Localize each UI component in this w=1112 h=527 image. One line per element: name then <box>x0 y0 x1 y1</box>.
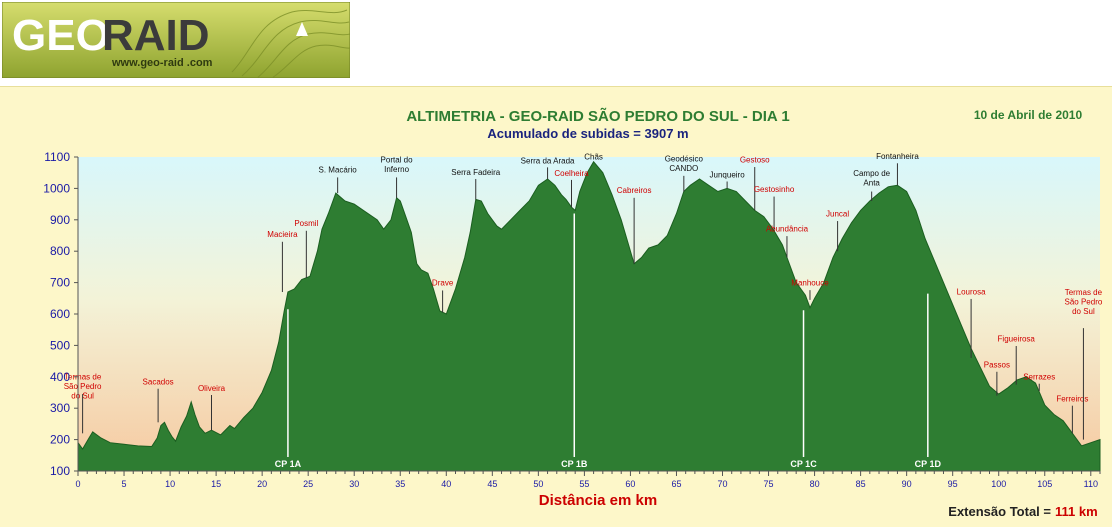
waypoint-label: Chãs <box>584 153 603 162</box>
x-tick-label: 25 <box>303 479 313 489</box>
waypoint-label: Posmil <box>294 219 318 228</box>
y-tick-label: 100 <box>50 464 70 478</box>
checkpoint-label: CP 1A <box>275 459 302 469</box>
x-tick-label: 85 <box>856 479 866 489</box>
waypoint-label: Serra da Arada <box>521 156 575 165</box>
checkpoint-label: CP 1C <box>790 459 817 469</box>
x-tick-label: 75 <box>764 479 774 489</box>
waypoint-label: Campo de Anta <box>853 169 890 188</box>
waypoint-label: Serra Fadeira <box>451 168 500 177</box>
waypoint-label: Oliveira <box>198 384 226 393</box>
peak-icon <box>296 22 308 36</box>
y-tick-label: 300 <box>50 401 70 415</box>
waypoint-label: Passos <box>984 360 1010 369</box>
x-tick-label: 95 <box>948 479 958 489</box>
waypoint-label: Abundância <box>766 225 809 234</box>
waypoint-label: Coelheira <box>554 169 589 178</box>
waypoint-label: Lourosa <box>957 288 986 297</box>
checkpoint-label: CP 1D <box>915 459 942 469</box>
waypoint-label: Portal do Inferno <box>381 156 414 175</box>
waypoint-label: Junqueiro <box>710 170 746 179</box>
x-tick-label: 80 <box>810 479 820 489</box>
y-tick-label: 200 <box>50 433 70 447</box>
y-tick-label: 1100 <box>44 150 70 164</box>
checkpoint-label: CP 1B <box>561 459 588 469</box>
x-tick-label: 20 <box>257 479 267 489</box>
x-tick-label: 35 <box>395 479 405 489</box>
waypoint-label: Gestosinho <box>754 185 795 194</box>
chart-title: ALTIMETRIA - GEO-RAID SÃO PEDRO DO SUL -… <box>406 107 789 125</box>
y-tick-label: 1000 <box>43 181 70 195</box>
waypoint-label: Sacados <box>143 378 174 387</box>
logo-brand-right: RAID <box>102 11 210 60</box>
altimetry-chart: CP 1A CP 1B CP 1C CP 1D Termas de São Pedro d… <box>43 107 1103 519</box>
x-tick-label: 90 <box>902 479 912 489</box>
logo-brand-left: GEO <box>12 11 110 60</box>
contour-lines <box>231 9 351 79</box>
waypoint-label: Cabreiros <box>617 186 652 195</box>
logo-url: www.geo-raid .com <box>111 57 213 69</box>
elevation-profile <box>77 160 1101 472</box>
georaid-logo: GEO RAID www.geo-raid .com <box>1 1 351 79</box>
waypoint-label: Drave <box>432 279 454 288</box>
x-tick-label: 10 <box>165 479 175 489</box>
waypoint-label: Manhouce <box>791 279 829 288</box>
x-tick-label: 0 <box>75 479 80 489</box>
x-tick-label: 60 <box>625 479 635 489</box>
logo-graphic: GEO RAID www.geo-raid .com <box>1 1 351 79</box>
chart-date: 10 de Abril de 2010 <box>974 108 1083 122</box>
total-value: 111 km <box>1055 504 1098 519</box>
y-tick-label: 500 <box>50 338 70 352</box>
x-tick-label: 50 <box>533 479 543 489</box>
waypoint-label: Juncal <box>826 210 849 219</box>
waypoint-label: Fontanheira <box>876 152 919 161</box>
y-tick-label: 800 <box>50 244 70 258</box>
waypoint-label: Gestoso <box>740 156 770 165</box>
x-tick-label: 55 <box>579 479 589 489</box>
x-tick-label: 105 <box>1037 479 1052 489</box>
x-tick-label: 45 <box>487 479 497 489</box>
y-tick-label: 700 <box>50 276 70 290</box>
x-axis-label: Distância em km <box>539 492 657 509</box>
waypoint-label: Serrazes <box>1023 372 1055 381</box>
waypoint-label: Termas de São Pedro do Sul <box>64 372 102 400</box>
waypoint-label: Macieira <box>267 230 298 239</box>
waypoint-label: Termas de São Pedro do Sul <box>1065 288 1103 316</box>
waypoint-label: S. Macário <box>319 166 358 175</box>
y-tick-label: 400 <box>50 370 70 384</box>
chart-subtitle: Acumulado de subidas = 3907 m <box>487 126 688 141</box>
y-tick-label: 900 <box>50 213 70 227</box>
x-tick-label: 65 <box>671 479 681 489</box>
x-tick-label: 15 <box>211 479 221 489</box>
waypoint-label: Geodésico CANDO <box>665 154 704 173</box>
x-tick-label: 70 <box>717 479 727 489</box>
x-tick-label: 40 <box>441 479 451 489</box>
waypoint-label: Figueirosa <box>998 335 1036 344</box>
total-label: Extensão Total = <box>948 504 1051 519</box>
x-tick-label: 100 <box>991 479 1006 489</box>
chart-panel: CP 1A CP 1B CP 1C CP 1D Termas de São Pedro d… <box>0 86 1112 527</box>
x-tick-label: 110 <box>1084 479 1098 489</box>
waypoint-label: Ferreiros <box>1056 394 1088 403</box>
x-tick-label: 30 <box>349 479 359 489</box>
y-tick-label: 600 <box>50 307 70 321</box>
x-tick-label: 5 <box>122 479 127 489</box>
